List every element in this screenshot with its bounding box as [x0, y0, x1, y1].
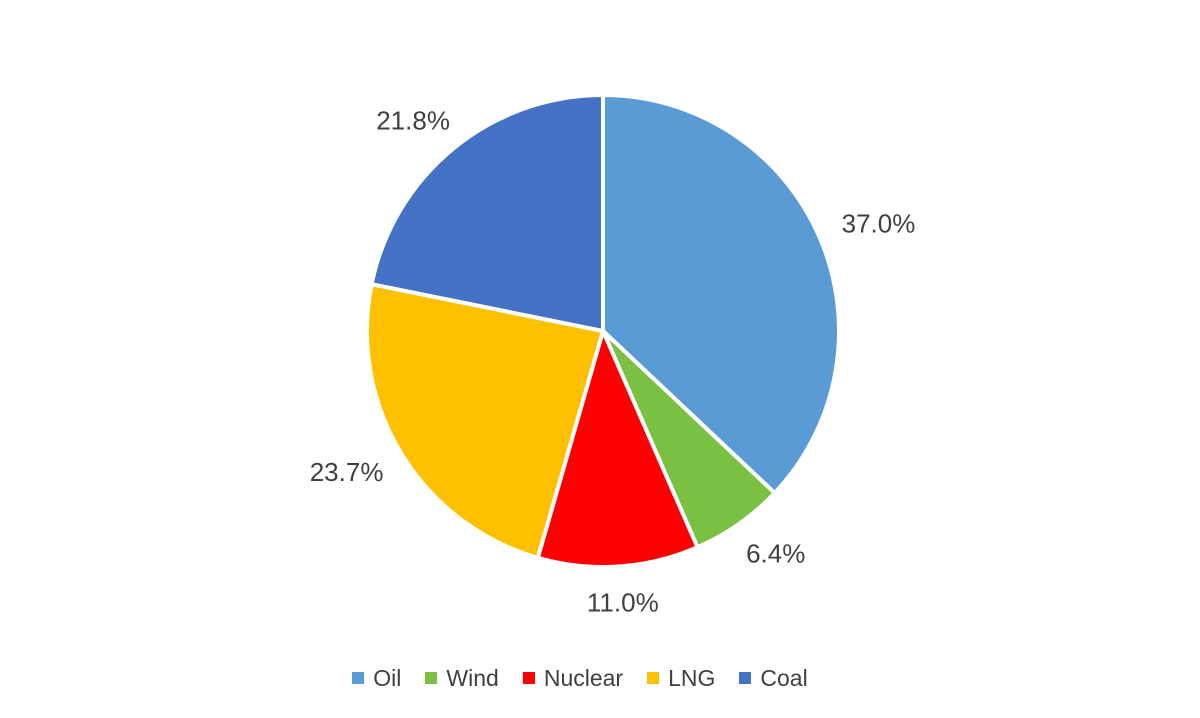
- pie-slice-nuclear: [535, 329, 700, 569]
- legend-swatch-wind: [425, 672, 438, 684]
- legend-label-oil: Oil: [373, 664, 402, 691]
- slice-label-wind: 6.4%: [746, 538, 805, 568]
- legend-swatch-nuclear: [522, 672, 535, 684]
- slice-label-nuclear: 11.0%: [587, 587, 659, 617]
- pie-chart: 37.0% 6.4% 11.0% 23.7% 21.8%: [310, 93, 916, 617]
- pie-slice-coal: [369, 93, 605, 333]
- slice-label-oil: 37.0%: [842, 208, 916, 238]
- legend-swatch-oil: [352, 672, 365, 684]
- legend-label-lng: LNG: [668, 664, 716, 691]
- pie-slice-oil: [601, 93, 841, 495]
- pie-slice-lng: [365, 282, 605, 560]
- legend-item-oil: Oil: [352, 664, 402, 691]
- legend-label-wind: Wind: [446, 664, 499, 691]
- legend-label-coal: Coal: [760, 664, 808, 691]
- legend-item-lng: LNG: [647, 664, 716, 691]
- slice-label-coal: 21.8%: [376, 106, 450, 136]
- legend-swatch-lng: [647, 672, 660, 684]
- legend-item-wind: Wind: [425, 664, 499, 691]
- legend-swatch-coal: [739, 672, 752, 684]
- legend-item-nuclear: Nuclear: [522, 664, 624, 691]
- chart-legend: Oil Wind Nuclear LNG Coal: [0, 660, 1160, 696]
- legend-item-coal: Coal: [739, 664, 808, 691]
- legend-label-nuclear: Nuclear: [543, 664, 624, 691]
- slice-label-lng: 23.7%: [310, 457, 384, 487]
